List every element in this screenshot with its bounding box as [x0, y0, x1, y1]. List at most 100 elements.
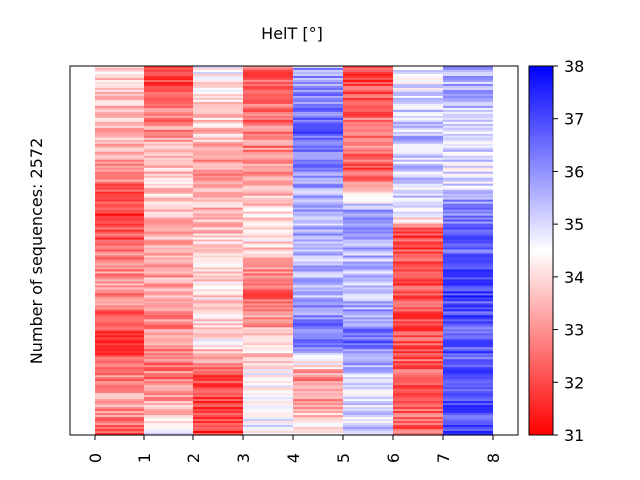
heatmap-cell	[243, 235, 293, 239]
heatmap-cell	[243, 121, 293, 125]
heatmap-cell	[193, 343, 243, 346]
heatmap-cell	[95, 345, 144, 348]
heatmap-cell	[443, 311, 493, 314]
heatmap-cell	[343, 333, 393, 336]
heatmap-cell	[343, 71, 393, 75]
heatmap-cell	[443, 225, 493, 229]
heatmap-cell	[343, 355, 393, 358]
heatmap-cell	[144, 355, 193, 358]
heatmap-cell	[243, 169, 293, 173]
heatmap-cell	[243, 107, 293, 111]
heatmap-cell	[393, 413, 443, 416]
heatmap-cell	[243, 117, 293, 121]
heatmap-cell	[144, 381, 193, 384]
heatmap-cell	[393, 155, 443, 159]
heatmap-cell	[243, 205, 293, 209]
heatmap-cell	[443, 339, 493, 342]
heatmap-cell	[243, 351, 293, 354]
heatmap-cell	[343, 259, 393, 263]
heatmap-cell	[293, 73, 343, 77]
heatmap-cell	[144, 215, 193, 219]
heatmap-cell	[243, 419, 293, 422]
heatmap-cell	[443, 367, 493, 370]
heatmap-cell	[144, 81, 193, 85]
heatmap-cell	[343, 405, 393, 408]
heatmap-cell	[343, 227, 393, 231]
heatmap-cell	[343, 169, 393, 173]
heatmap-cell	[443, 433, 493, 436]
heatmap-cell	[193, 333, 243, 336]
heatmap-cell	[393, 279, 443, 283]
heatmap-cell	[443, 231, 493, 235]
heatmap-cell	[443, 113, 493, 117]
heatmap-cell	[443, 421, 493, 424]
heatmap-cell	[343, 331, 393, 334]
heatmap-cell	[293, 115, 343, 119]
heatmap-cell	[393, 115, 443, 119]
heatmap-cell	[443, 137, 493, 141]
heatmap-cell	[193, 347, 243, 350]
heatmap-cell	[343, 255, 393, 259]
heatmap-cell	[144, 367, 193, 370]
heatmap-cell	[243, 335, 293, 338]
heatmap-cell	[343, 233, 393, 237]
heatmap-cell	[293, 297, 343, 300]
heatmap-cell	[393, 175, 443, 179]
heatmap-cell	[95, 83, 144, 87]
heatmap-cell	[243, 323, 293, 326]
heatmap-cell	[243, 203, 293, 207]
heatmap-cell	[95, 77, 144, 81]
heatmap-cell	[243, 173, 293, 177]
heatmap-cell	[95, 225, 144, 229]
heatmap-cell	[144, 333, 193, 336]
heatmap-cell	[393, 211, 443, 215]
heatmap-cell	[443, 183, 493, 187]
heatmap-cell	[293, 267, 343, 271]
heatmap-cell	[95, 247, 144, 251]
heatmap-cell	[393, 277, 443, 281]
heatmap-cell	[393, 295, 443, 298]
heatmap-cell	[144, 113, 193, 117]
heatmap-cell	[243, 75, 293, 79]
heatmap-cell	[144, 97, 193, 101]
heatmap-cell	[95, 233, 144, 237]
heatmap-cell	[293, 221, 343, 225]
heatmap-cell	[243, 159, 293, 163]
heatmap-cell	[95, 405, 144, 408]
heatmap-cell	[193, 381, 243, 384]
heatmap-cell	[243, 273, 293, 277]
heatmap-cell	[95, 411, 144, 414]
heatmap-cell	[393, 145, 443, 149]
heatmap-cell	[193, 291, 243, 294]
heatmap-cell	[393, 107, 443, 111]
heatmap-cell	[95, 409, 144, 412]
heatmap-cell	[144, 369, 193, 372]
heatmap-cell	[144, 395, 193, 398]
heatmap-cell	[144, 201, 193, 205]
heatmap-cell	[343, 123, 393, 127]
heatmap-cell	[393, 167, 443, 171]
heatmap-cell	[243, 361, 293, 364]
heatmap-cell	[144, 385, 193, 388]
heatmap-cell	[144, 433, 193, 436]
heatmap-cell	[144, 115, 193, 119]
heatmap-cell	[193, 315, 243, 318]
heatmap-cell	[343, 253, 393, 257]
heatmap-cell	[193, 75, 243, 79]
heatmap-cell	[95, 191, 144, 195]
heatmap-cell	[293, 173, 343, 177]
heatmap-cell	[95, 103, 144, 107]
heatmap-cell	[144, 365, 193, 368]
heatmap-cell	[443, 279, 493, 283]
heatmap-cell	[343, 163, 393, 167]
heatmap-cell	[193, 407, 243, 410]
heatmap-cell	[343, 147, 393, 151]
heatmap-cell	[293, 417, 343, 420]
heatmap-cell	[443, 373, 493, 376]
heatmap-cell	[243, 363, 293, 366]
heatmap-cell	[393, 269, 443, 273]
heatmap-cell	[393, 81, 443, 85]
heatmap-cell	[393, 347, 443, 350]
heatmap-cell	[293, 423, 343, 426]
heatmap-cell	[343, 381, 393, 384]
